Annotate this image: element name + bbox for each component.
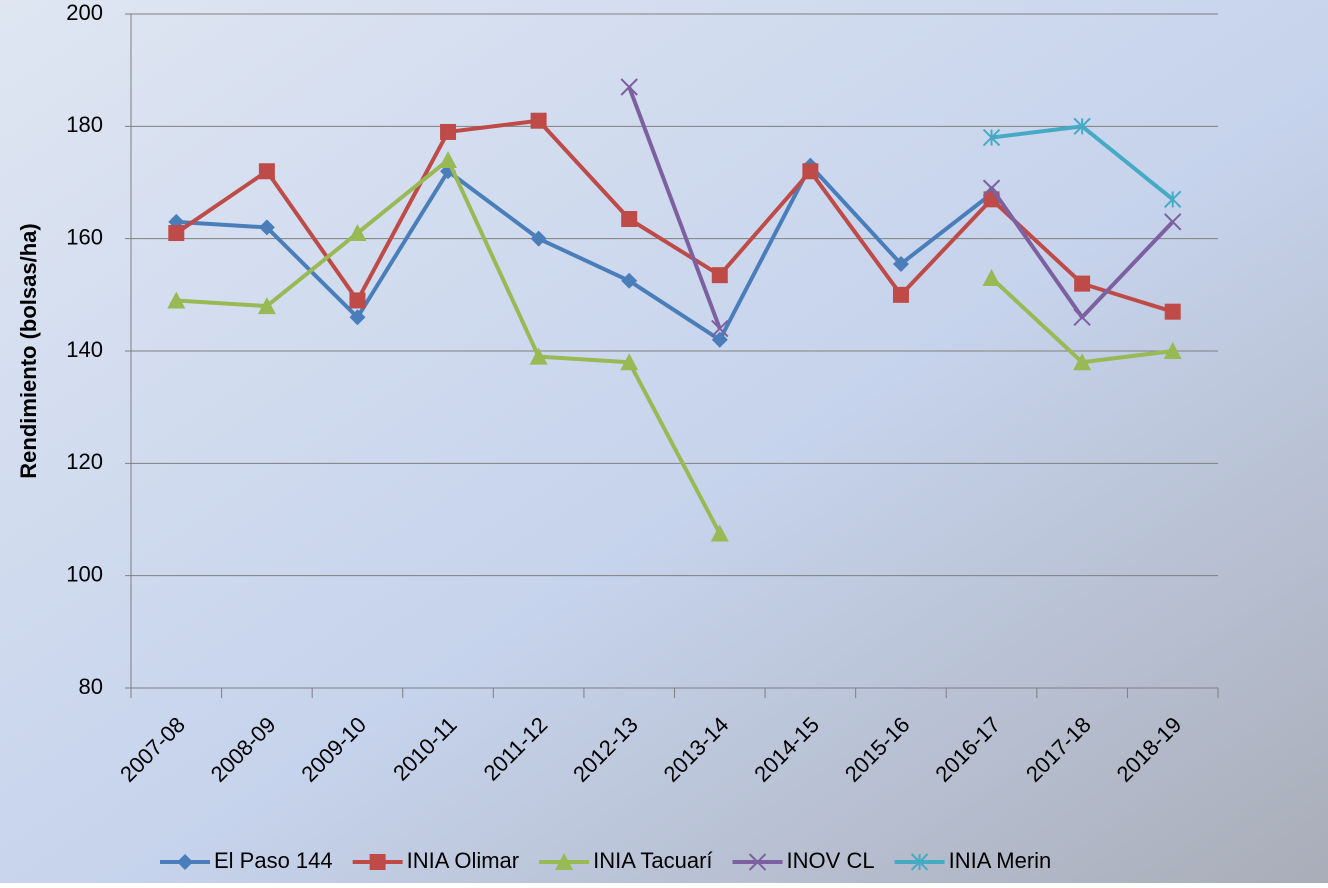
- marker: [555, 853, 574, 870]
- marker: [892, 255, 909, 272]
- marker: [348, 224, 367, 242]
- marker: [711, 267, 728, 284]
- y-tick-label: 200: [66, 0, 103, 25]
- marker: [1073, 117, 1091, 136]
- marker: [910, 853, 929, 871]
- marker: [257, 297, 276, 315]
- marker: [620, 353, 639, 371]
- y-axis-title: Rendimiento (bolsas/ha): [16, 223, 41, 478]
- marker: [530, 112, 547, 129]
- legend-label: El Paso 144: [214, 848, 333, 873]
- marker: [530, 230, 547, 247]
- marker: [620, 78, 638, 96]
- marker: [621, 211, 638, 228]
- marker: [982, 179, 1001, 197]
- marker: [369, 854, 386, 870]
- marker: [621, 272, 638, 289]
- y-tick-label: 140: [66, 337, 103, 362]
- marker: [168, 225, 185, 242]
- marker: [258, 219, 275, 236]
- marker: [349, 309, 366, 326]
- marker: [892, 286, 909, 303]
- marker: [1073, 353, 1092, 371]
- marker: [439, 151, 458, 169]
- marker: [529, 347, 548, 365]
- marker: [1163, 342, 1182, 359]
- legend-label: INOV CL: [787, 848, 875, 873]
- marker: [802, 163, 819, 180]
- y-tick-label: 80: [79, 674, 103, 699]
- marker: [1164, 190, 1182, 209]
- marker: [748, 853, 767, 871]
- marker: [982, 268, 1001, 286]
- legend-label: INIA Merin: [949, 848, 1052, 873]
- series-line: [176, 163, 993, 342]
- marker: [258, 163, 275, 180]
- marker: [440, 123, 457, 140]
- marker: [1073, 308, 1091, 327]
- marker: [1074, 275, 1091, 292]
- y-tick-label: 100: [66, 561, 103, 586]
- series-line: [175, 118, 1174, 314]
- marker: [711, 331, 728, 348]
- marker: [710, 524, 729, 542]
- marker: [982, 128, 1001, 147]
- marker: [711, 319, 729, 338]
- marker: [167, 291, 186, 309]
- marker: [177, 854, 193, 870]
- y-tick-label: 160: [66, 224, 103, 249]
- legend-label: INIA Olimar: [407, 848, 519, 873]
- marker: [349, 292, 366, 309]
- marker: [1164, 303, 1181, 320]
- legend-label: INIA Tacuarí: [593, 848, 712, 873]
- marker: [1164, 213, 1182, 231]
- y-tick-label: 180: [66, 112, 103, 137]
- y-tick-label: 120: [66, 449, 103, 474]
